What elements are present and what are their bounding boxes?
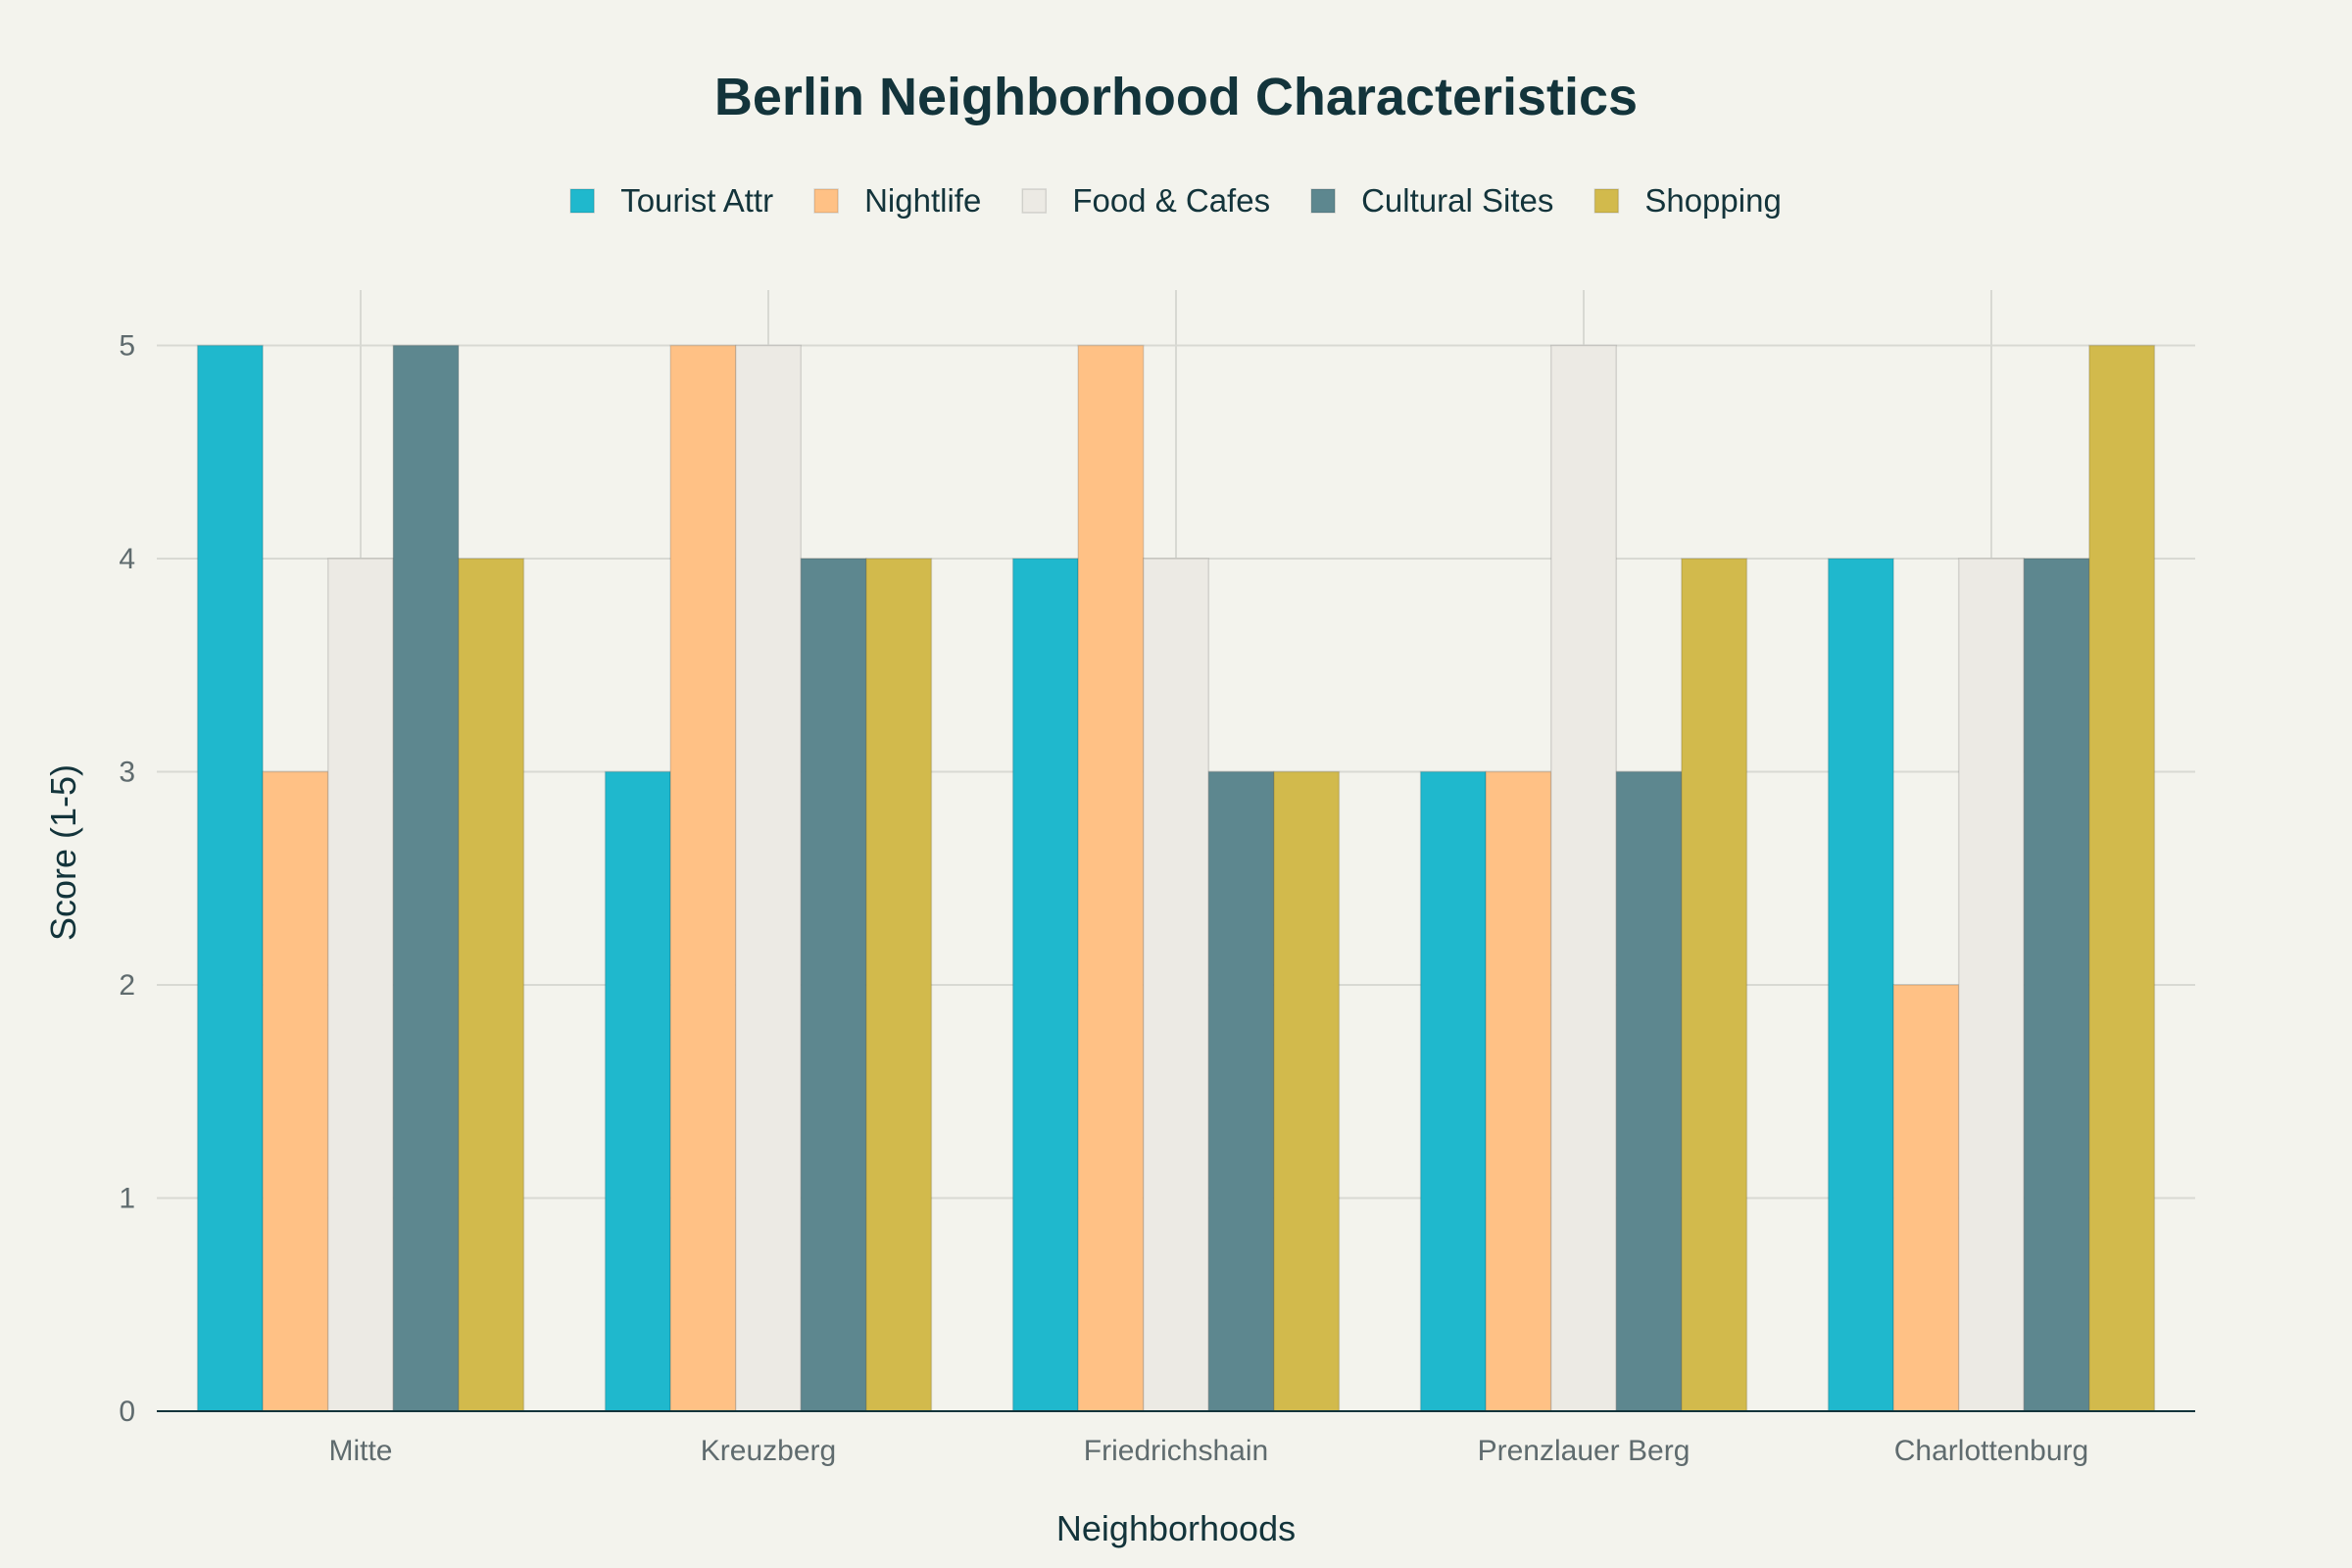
bar[interactable]: [604, 770, 671, 1412]
bar[interactable]: [1957, 558, 2026, 1412]
legend-item[interactable]: Food & Cafes: [1021, 182, 1270, 219]
bar[interactable]: [669, 344, 737, 1412]
x-axis-title: Neighborhoods: [1056, 1508, 1296, 1548]
y-tick-label: 3: [119, 757, 135, 789]
y-tick-label: 0: [119, 1396, 135, 1428]
bar[interactable]: [734, 344, 803, 1412]
bar[interactable]: [1142, 558, 1210, 1412]
bar[interactable]: [1681, 558, 1748, 1412]
bar[interactable]: [1892, 984, 1960, 1412]
legend-item[interactable]: Nightlife: [813, 182, 981, 219]
bar[interactable]: [1615, 770, 1683, 1412]
legend-swatch: [1593, 188, 1620, 214]
bar[interactable]: [1549, 344, 1618, 1412]
legend-item[interactable]: Cultural Sites: [1310, 182, 1553, 219]
bar[interactable]: [800, 558, 867, 1412]
bar[interactable]: [1419, 770, 1487, 1412]
legend-label: Cultural Sites: [1361, 182, 1553, 219]
y-tick-label: 5: [119, 330, 135, 363]
bar[interactable]: [865, 558, 933, 1412]
legend[interactable]: Tourist Attr Nightlife Food & Cafes Cultura…: [569, 182, 1782, 219]
legend-swatch: [1021, 188, 1048, 214]
bar[interactable]: [1485, 770, 1552, 1412]
bar[interactable]: [196, 344, 264, 1412]
bar[interactable]: [2088, 344, 2156, 1412]
legend-swatch: [813, 188, 839, 214]
bar[interactable]: [458, 558, 525, 1412]
x-tick-label: Mitte: [328, 1435, 392, 1467]
legend-label: Food & Cafes: [1072, 182, 1270, 219]
legend-item[interactable]: Tourist Attr: [569, 182, 773, 219]
legend-swatch: [569, 188, 595, 214]
bar[interactable]: [1077, 344, 1145, 1412]
bar[interactable]: [1273, 770, 1341, 1412]
x-tick-label: Kreuzberg: [701, 1435, 836, 1467]
y-tick-label: 2: [119, 969, 135, 1002]
chart-title: Berlin Neighborhood Characteristics: [714, 68, 1638, 126]
legend-label: Tourist Attr: [620, 182, 773, 219]
x-tick-label: Prenzlauer Berg: [1478, 1435, 1690, 1467]
y-axis-title: Score (1-5): [43, 764, 83, 941]
bar[interactable]: [1011, 558, 1079, 1412]
bar[interactable]: [392, 344, 460, 1412]
x-tick-label: Charlottenburg: [1894, 1435, 2088, 1467]
bar[interactable]: [262, 770, 329, 1412]
legend-label: Nightlife: [864, 182, 981, 219]
legend-item[interactable]: Shopping: [1593, 182, 1782, 219]
bar[interactable]: [326, 558, 395, 1412]
legend-label: Shopping: [1644, 182, 1781, 219]
y-tick-label: 4: [119, 543, 135, 575]
y-tick-label: 1: [119, 1183, 135, 1215]
bar[interactable]: [1827, 558, 1894, 1412]
x-tick-label: Friedrichshain: [1084, 1435, 1268, 1467]
legend-swatch: [1310, 188, 1336, 214]
bar[interactable]: [1207, 770, 1275, 1412]
bar[interactable]: [2023, 558, 2090, 1412]
axes: 0 1 2 3 4 5 Mitte Kreuzberg Friedrichshain Prenzl…: [119, 330, 2195, 1467]
